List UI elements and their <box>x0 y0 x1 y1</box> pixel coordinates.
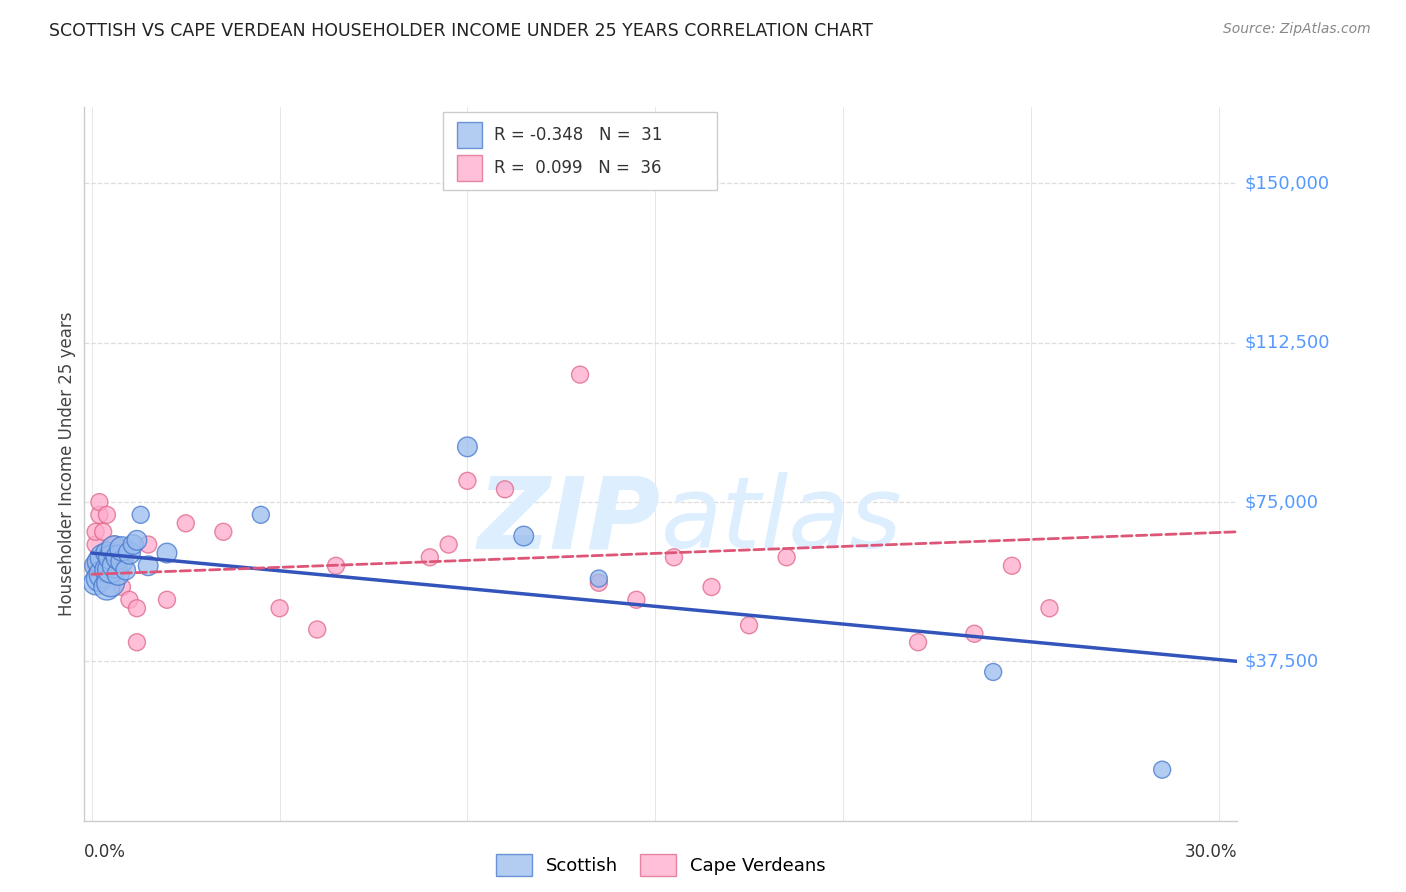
Point <box>588 572 610 586</box>
Point <box>89 572 111 586</box>
Point <box>107 567 129 582</box>
Point <box>981 665 1004 679</box>
Point <box>114 563 136 577</box>
Point <box>174 516 197 531</box>
Point <box>907 635 929 649</box>
Point <box>156 592 179 607</box>
Point <box>84 524 107 539</box>
Point <box>250 508 273 522</box>
Point <box>325 558 347 573</box>
Text: ZIP: ZIP <box>478 473 661 569</box>
Point <box>111 580 134 594</box>
Point <box>307 623 329 637</box>
Point <box>96 580 118 594</box>
Point <box>419 550 441 565</box>
Y-axis label: Householder Income Under 25 years: Householder Income Under 25 years <box>58 311 76 616</box>
Point <box>96 508 118 522</box>
Point <box>103 541 125 556</box>
Point <box>89 508 111 522</box>
Point <box>96 563 118 577</box>
Text: SCOTTISH VS CAPE VERDEAN HOUSEHOLDER INCOME UNDER 25 YEARS CORRELATION CHART: SCOTTISH VS CAPE VERDEAN HOUSEHOLDER INC… <box>49 22 873 40</box>
Point <box>129 508 152 522</box>
Point <box>103 558 125 573</box>
Point <box>125 635 148 649</box>
Point <box>136 558 159 573</box>
Point <box>100 575 122 590</box>
Point <box>89 555 111 569</box>
Point <box>91 550 114 565</box>
Legend: Scottish, Cape Verdeans: Scottish, Cape Verdeans <box>488 847 834 883</box>
Text: $112,500: $112,500 <box>1244 334 1330 351</box>
Point <box>626 592 648 607</box>
Point <box>588 575 610 590</box>
Text: Source: ZipAtlas.com: Source: ZipAtlas.com <box>1223 22 1371 37</box>
Point <box>84 537 107 551</box>
Point <box>700 580 723 594</box>
Point <box>662 550 685 565</box>
Point <box>111 555 134 569</box>
Point <box>963 626 986 640</box>
Point <box>107 550 129 565</box>
Point <box>212 524 235 539</box>
Text: $37,500: $37,500 <box>1244 652 1319 671</box>
Text: $150,000: $150,000 <box>1244 175 1330 193</box>
Point <box>100 550 122 565</box>
Point <box>100 563 122 577</box>
Point <box>84 558 107 573</box>
Point <box>1038 601 1060 615</box>
Point <box>89 495 111 509</box>
Point <box>456 440 478 454</box>
Point <box>269 601 291 615</box>
Point <box>569 368 592 382</box>
Point <box>125 601 148 615</box>
Text: atlas: atlas <box>661 473 903 569</box>
Point <box>100 550 122 565</box>
Point <box>494 483 516 497</box>
Point <box>118 592 141 607</box>
Text: 30.0%: 30.0% <box>1185 843 1237 861</box>
Point <box>1001 558 1024 573</box>
Point <box>91 524 114 539</box>
Point <box>118 546 141 560</box>
Point <box>775 550 797 565</box>
Point <box>96 546 118 560</box>
Point <box>91 567 114 582</box>
Text: 0.0%: 0.0% <box>84 843 127 861</box>
Point <box>103 537 125 551</box>
Point <box>122 537 145 551</box>
Point <box>738 618 761 632</box>
Point <box>513 529 536 543</box>
Point <box>125 533 148 548</box>
Point <box>84 575 107 590</box>
Point <box>1152 763 1174 777</box>
Point <box>437 537 460 551</box>
Text: $75,000: $75,000 <box>1244 493 1319 511</box>
Point <box>156 546 179 560</box>
Point <box>84 558 107 573</box>
Point <box>107 558 129 573</box>
Text: R =  0.099   N =  36: R = 0.099 N = 36 <box>494 159 661 177</box>
Point <box>456 474 478 488</box>
Point <box>136 537 159 551</box>
Text: R = -0.348   N =  31: R = -0.348 N = 31 <box>494 126 662 144</box>
Point <box>111 541 134 556</box>
